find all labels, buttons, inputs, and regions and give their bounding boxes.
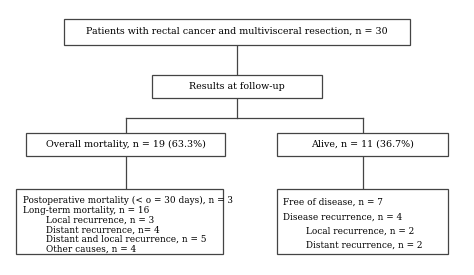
FancyBboxPatch shape xyxy=(16,189,223,254)
Text: Disease recurrence, n = 4: Disease recurrence, n = 4 xyxy=(283,212,403,221)
Text: Distant recurrence, n= 4: Distant recurrence, n= 4 xyxy=(23,225,159,234)
Text: Distant recurrence, n = 2: Distant recurrence, n = 2 xyxy=(283,241,423,250)
FancyBboxPatch shape xyxy=(277,133,448,156)
Text: Patients with rectal cancer and multivisceral resection, n = 30: Patients with rectal cancer and multivis… xyxy=(86,27,388,36)
FancyBboxPatch shape xyxy=(26,133,225,156)
Text: Free of disease, n = 7: Free of disease, n = 7 xyxy=(283,198,383,207)
Text: Postoperative mortality (< o = 30 days), n = 3: Postoperative mortality (< o = 30 days),… xyxy=(23,196,233,205)
FancyBboxPatch shape xyxy=(152,75,322,98)
Text: Local recurrence, n = 3: Local recurrence, n = 3 xyxy=(23,216,154,225)
Text: Overall mortality, n = 19 (63.3%): Overall mortality, n = 19 (63.3%) xyxy=(46,140,206,149)
Text: Alive, n = 11 (36.7%): Alive, n = 11 (36.7%) xyxy=(311,140,414,149)
Text: Distant and local recurrence, n = 5: Distant and local recurrence, n = 5 xyxy=(23,235,206,244)
FancyBboxPatch shape xyxy=(277,189,448,254)
Text: Other causes, n = 4: Other causes, n = 4 xyxy=(23,244,136,254)
Text: Results at follow-up: Results at follow-up xyxy=(189,82,285,91)
FancyBboxPatch shape xyxy=(64,19,410,45)
Text: Local recurrence, n = 2: Local recurrence, n = 2 xyxy=(283,227,415,236)
Text: Long-term mortality, n = 16: Long-term mortality, n = 16 xyxy=(23,206,149,215)
